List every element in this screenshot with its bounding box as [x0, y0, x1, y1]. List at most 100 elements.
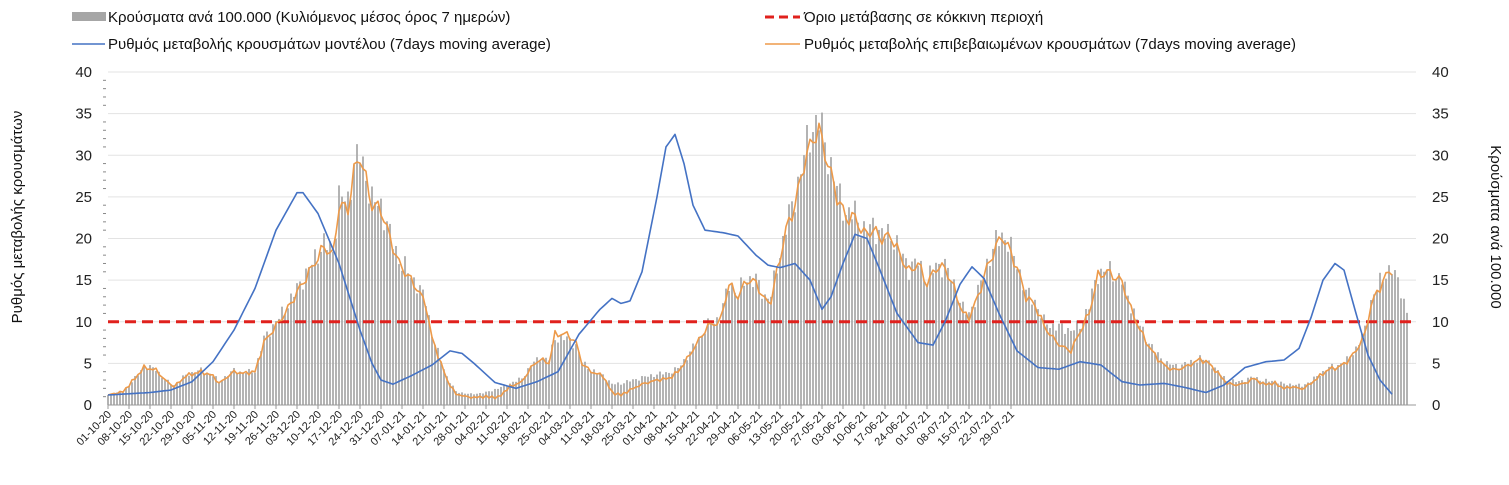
bar — [1184, 361, 1186, 405]
bar — [191, 372, 193, 405]
bar — [230, 371, 232, 405]
bar — [287, 308, 289, 405]
bar — [1307, 382, 1309, 405]
bar — [1130, 313, 1132, 405]
bar — [1388, 265, 1390, 405]
bar — [1049, 328, 1051, 405]
bar — [164, 380, 166, 405]
bar — [887, 223, 889, 405]
bar — [1193, 362, 1195, 405]
y-tick-label-right: 5 — [1432, 355, 1440, 372]
bar — [713, 323, 715, 405]
bar — [761, 298, 763, 405]
bar — [1265, 378, 1267, 405]
bar — [320, 251, 322, 405]
bar — [575, 344, 577, 405]
bar — [839, 183, 841, 405]
bar — [638, 380, 640, 405]
bar — [1367, 322, 1369, 405]
y-tick-label-left: 20 — [75, 231, 92, 248]
bar — [995, 230, 997, 405]
bar — [608, 380, 610, 405]
bar — [1235, 382, 1237, 405]
bar — [1262, 381, 1264, 405]
bar — [578, 352, 580, 405]
bar — [1046, 324, 1048, 405]
bar — [1385, 278, 1387, 405]
bar — [1220, 375, 1222, 405]
bar — [281, 306, 283, 405]
bar — [239, 371, 241, 405]
bar — [452, 385, 454, 405]
bar — [389, 223, 391, 405]
y-tick-label-right: 35 — [1432, 106, 1449, 123]
bar — [668, 372, 670, 405]
bar — [290, 293, 292, 405]
bar — [686, 360, 688, 405]
bar — [941, 277, 943, 405]
bar — [1316, 376, 1318, 405]
bar — [662, 374, 664, 405]
bar — [983, 277, 985, 405]
bar — [692, 343, 694, 405]
bar — [920, 260, 922, 405]
bar — [986, 258, 988, 405]
y-tick-label-left: 15 — [75, 272, 92, 289]
bar — [857, 222, 859, 405]
bar — [743, 285, 745, 405]
bar — [1301, 386, 1303, 405]
bar — [806, 125, 808, 405]
bar — [746, 282, 748, 405]
bar — [764, 294, 766, 405]
bar — [446, 376, 448, 405]
bar — [851, 219, 853, 405]
bar — [1253, 377, 1255, 405]
bar — [1403, 298, 1405, 405]
bar — [962, 301, 964, 405]
bar — [707, 318, 709, 405]
y-tick-label-left: 30 — [75, 147, 92, 164]
bar — [212, 376, 214, 405]
bar — [527, 368, 529, 405]
bar — [326, 250, 328, 405]
bar — [146, 369, 148, 405]
bar — [854, 200, 856, 405]
bar — [1151, 344, 1153, 405]
bar — [1256, 377, 1258, 405]
legend-label-threshold: Όριο μετάβασης σε κόκκινη περιοχή — [803, 9, 1043, 26]
bar — [365, 180, 367, 405]
bar — [731, 284, 733, 405]
bar — [1028, 287, 1030, 405]
y-tick-label-right: 25 — [1432, 189, 1449, 206]
bar — [1238, 381, 1240, 405]
bar — [347, 191, 349, 405]
bar — [1160, 358, 1162, 405]
bar — [677, 367, 679, 405]
bar — [1244, 382, 1246, 405]
bar — [704, 333, 706, 405]
bar — [1055, 330, 1057, 405]
y-tick-label-right: 10 — [1432, 314, 1449, 331]
bar — [227, 375, 229, 405]
bar — [260, 351, 262, 405]
bar — [1181, 364, 1183, 405]
bar — [1157, 352, 1159, 405]
bar — [296, 283, 298, 405]
y-tick-label-right: 30 — [1432, 147, 1449, 164]
bar — [242, 372, 244, 405]
bar — [482, 393, 484, 405]
bar — [476, 393, 478, 405]
bar — [221, 380, 223, 405]
y-tick-label-right: 0 — [1432, 397, 1440, 414]
bar — [449, 383, 451, 405]
bar — [356, 144, 358, 405]
bar — [584, 361, 586, 405]
bar — [827, 174, 829, 405]
bar — [659, 371, 661, 405]
bar — [1304, 384, 1306, 405]
bar — [464, 393, 466, 405]
bar — [1196, 362, 1198, 405]
bar — [167, 379, 169, 405]
bar — [737, 296, 739, 405]
bar — [353, 164, 355, 405]
